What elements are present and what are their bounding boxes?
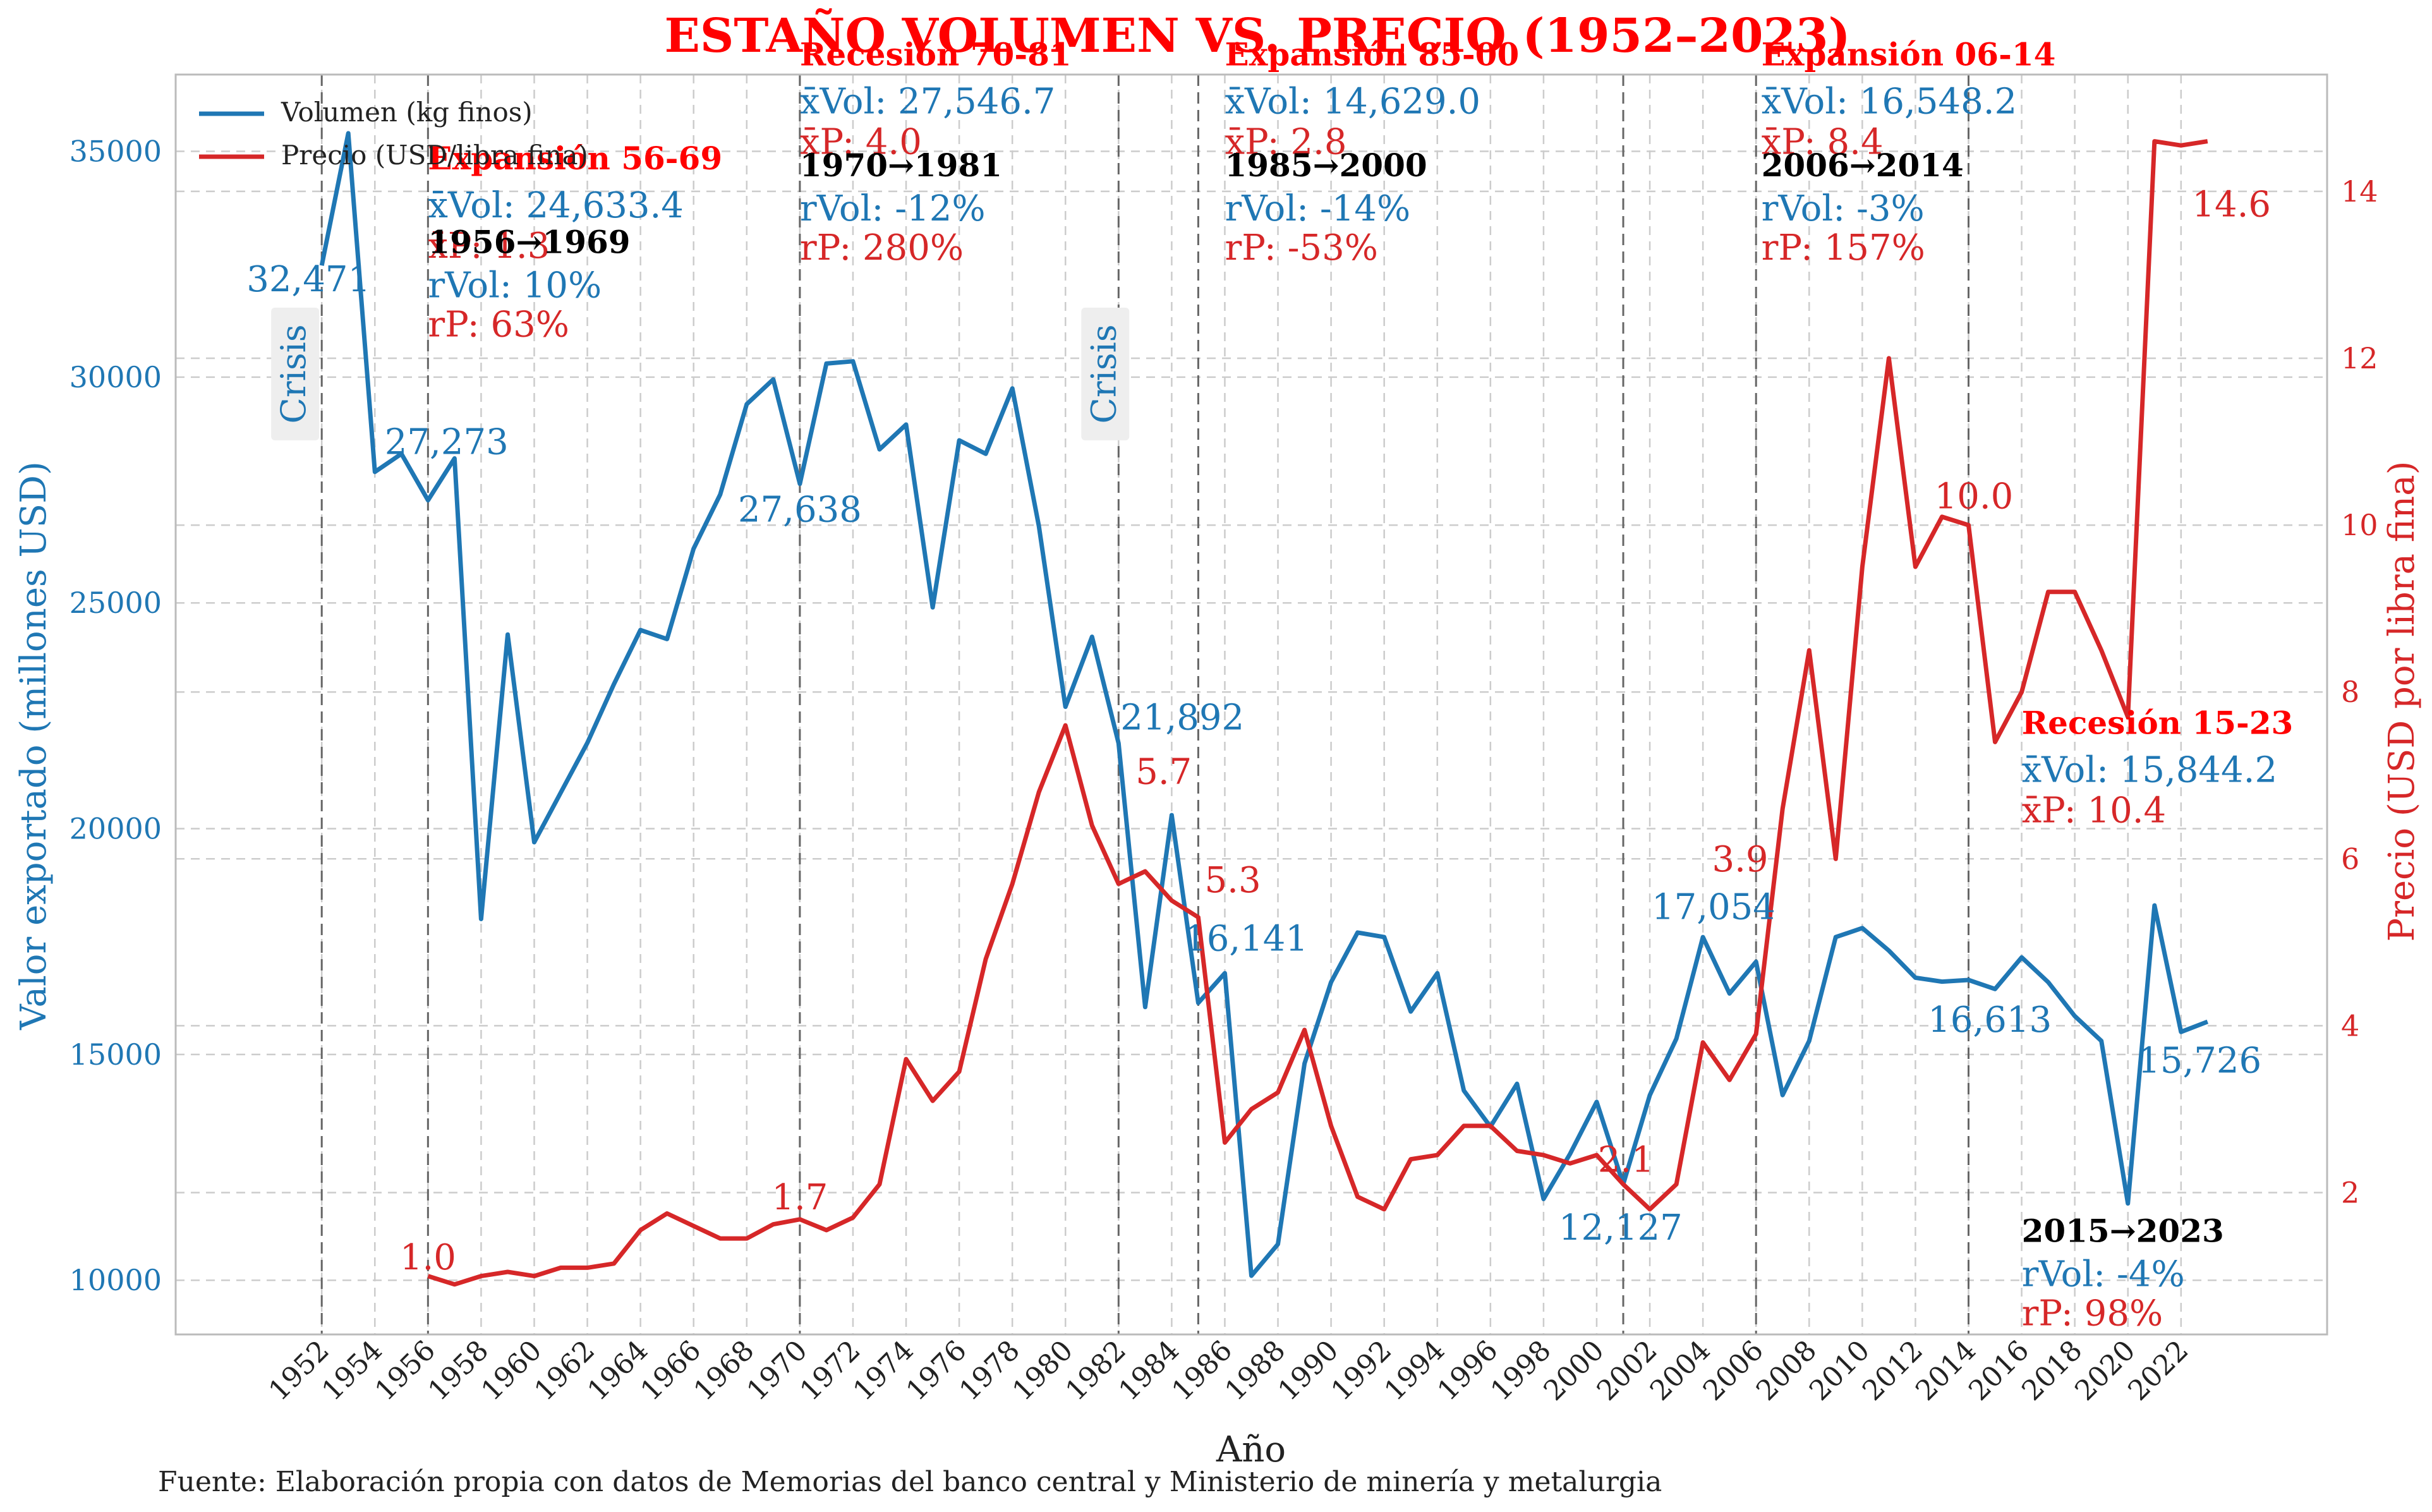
y-tick-label-right: 6 bbox=[2341, 842, 2359, 876]
volume-point-label: 16,141 bbox=[1184, 919, 1308, 960]
phase-mean-volume: x̄Vol: 24,633.4 bbox=[428, 185, 684, 226]
volume-point-label: 12,127 bbox=[1559, 1207, 1683, 1249]
phase-r-price: rP: 157% bbox=[1762, 227, 1925, 269]
phase-lines bbox=[320, 75, 1969, 1334]
annotations: Crisis Crisis 32,471 27,273 27,638 21,892 16,1… bbox=[246, 36, 2293, 1334]
price-point-label: 10.0 bbox=[1935, 476, 2014, 517]
y-tick-label-left: 35000 bbox=[70, 134, 162, 168]
phase-mean-price: x̄P: 2.8 bbox=[1225, 122, 1346, 163]
phase-title: Expansión 06-14 bbox=[1762, 36, 2056, 73]
phase-r-volume: rVol: -4% bbox=[2022, 1254, 2185, 1295]
phase-range: 1970→1981 bbox=[800, 147, 1002, 184]
phase-r-price: rP: -53% bbox=[1225, 227, 1378, 269]
phase-title: Expansión 56-69 bbox=[428, 140, 722, 177]
phase-mean-volume: x̄Vol: 14,629.0 bbox=[1225, 82, 1480, 123]
price-point-label: 5.3 bbox=[1205, 860, 1261, 901]
price-line bbox=[427, 139, 2208, 1287]
phase-mean-volume: x̄Vol: 15,844.2 bbox=[2022, 749, 2278, 790]
y-tick-label-right: 4 bbox=[2341, 1008, 2359, 1043]
phase-mean-price: x̄P: 10.4 bbox=[2022, 790, 2167, 831]
phase-mean-price: x̄P: 4.0 bbox=[800, 122, 922, 163]
price-point-label: 1.0 bbox=[400, 1237, 456, 1278]
price-point-label: 1.7 bbox=[771, 1177, 828, 1218]
volume-point-label: 27,273 bbox=[385, 421, 509, 463]
y-tick-label-right: 12 bbox=[2341, 341, 2378, 375]
volume-line bbox=[319, 131, 2209, 1278]
chart-title: ESTAÑO VOLUMEN VS. PRECIO (1952–2023) bbox=[665, 8, 1851, 63]
y-tick-label-left: 30000 bbox=[70, 360, 162, 394]
phase-range: 2015→2023 bbox=[2022, 1212, 2224, 1249]
phase-r-price: rP: 280% bbox=[800, 227, 964, 269]
phase-r-price: rP: 98% bbox=[2022, 1293, 2163, 1334]
source-note: Fuente: Elaboración propia con datos de … bbox=[158, 1466, 1662, 1498]
phase-mean-volume: x̄Vol: 27,546.7 bbox=[800, 82, 1056, 123]
phase-title: Expansión 85-00 bbox=[1225, 36, 1519, 73]
phase-range: 1956→1969 bbox=[428, 223, 630, 260]
price-point-label: 5.7 bbox=[1135, 751, 1192, 792]
price-point-label: 3.9 bbox=[1712, 839, 1768, 880]
volume-point-label: 16,613 bbox=[1928, 1000, 2052, 1041]
x-axis-label: Año bbox=[1216, 1429, 1286, 1470]
volume-point-label: 32,471 bbox=[246, 259, 370, 300]
y-tick-label-right: 14 bbox=[2341, 174, 2378, 209]
volume-point-label: 15,726 bbox=[2138, 1040, 2261, 1081]
y-tick-label-right: 10 bbox=[2341, 508, 2378, 542]
crisis-label-box bbox=[1081, 307, 1130, 440]
price-point-label: 14.6 bbox=[2192, 184, 2271, 225]
y-axis-label-left: Valor exportado (millones USD) bbox=[13, 461, 54, 1031]
volume-point-label: 27,638 bbox=[738, 490, 862, 531]
y-axis-label-right: Precio (USD por libra fina) bbox=[2381, 461, 2423, 942]
y-tick-label-left: 25000 bbox=[70, 586, 162, 620]
phase-title: Recesión 70-81 bbox=[800, 36, 1072, 73]
legend-price-label: Precio (USD/libra fina) bbox=[281, 140, 588, 171]
phase-r-volume: rVol: 10% bbox=[428, 265, 602, 306]
crisis-label: Crisis bbox=[274, 324, 313, 423]
y-tick-label-right: 2 bbox=[2341, 1176, 2359, 1210]
phase-r-volume: rVol: -14% bbox=[1225, 188, 1410, 229]
legend-volume-label: Volumen (kg finos) bbox=[281, 97, 533, 128]
y-tick-label-left: 15000 bbox=[70, 1037, 162, 1072]
phase-title: Recesión 15-23 bbox=[2022, 704, 2294, 741]
price-point-label: 2.1 bbox=[1598, 1139, 1654, 1180]
phase-r-price: rP: 63% bbox=[428, 304, 569, 345]
crisis-label-box bbox=[271, 307, 320, 440]
volume-point-label: 17,054 bbox=[1652, 886, 1776, 928]
phase-r-volume: rVol: -3% bbox=[1762, 188, 1925, 229]
phase-mean-price: x̄P: 1.3 bbox=[428, 226, 550, 267]
crisis-label: Crisis bbox=[1084, 324, 1123, 423]
phase-range: 1985→2000 bbox=[1225, 147, 1427, 184]
y-tick-label-left: 10000 bbox=[70, 1263, 162, 1297]
y-tick-label-right: 8 bbox=[2341, 675, 2359, 709]
series-lines bbox=[319, 131, 2209, 1287]
phase-mean-price: x̄P: 8.4 bbox=[1762, 122, 1884, 163]
legend: Volumen (kg finos) Precio (USD/libra fin… bbox=[199, 97, 588, 171]
plot-frame bbox=[174, 73, 2328, 1336]
volume-point-label: 21,892 bbox=[1120, 697, 1244, 738]
y-tick-label-left: 20000 bbox=[70, 812, 162, 846]
phase-range: 2006→2014 bbox=[1762, 147, 1964, 184]
phase-r-volume: rVol: -12% bbox=[800, 188, 986, 229]
phase-mean-volume: x̄Vol: 16,548.2 bbox=[1762, 82, 2018, 123]
